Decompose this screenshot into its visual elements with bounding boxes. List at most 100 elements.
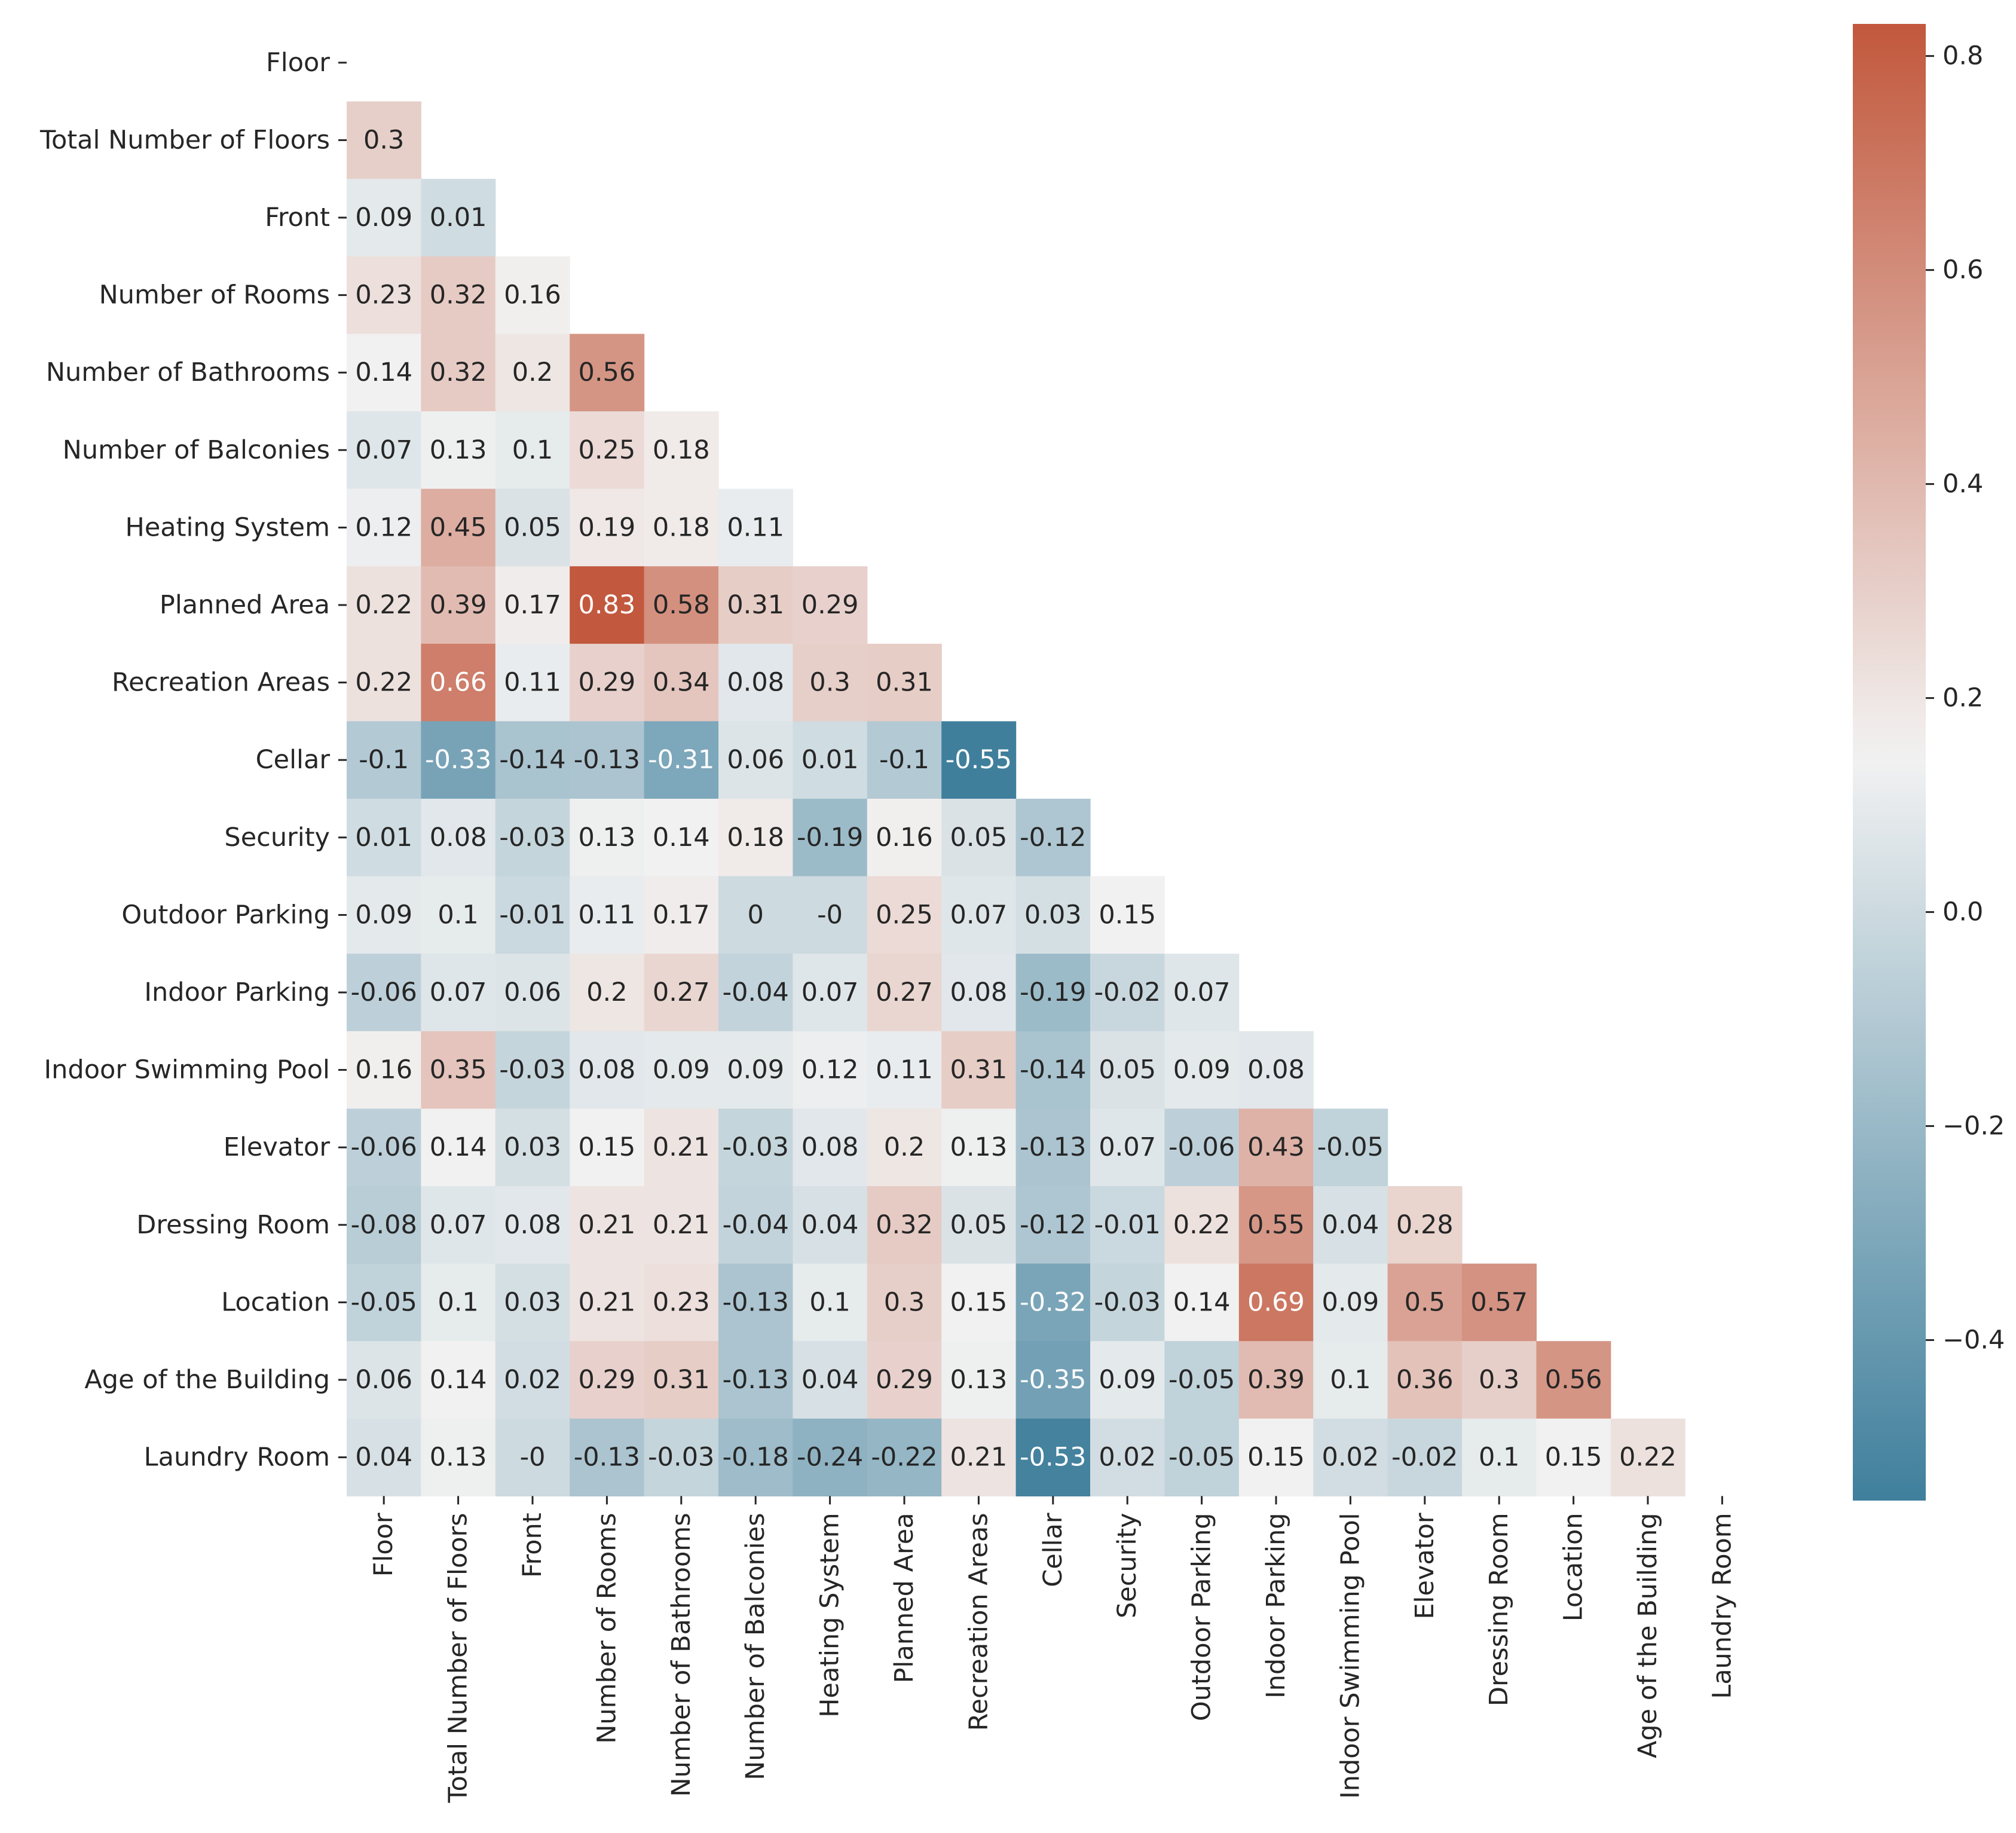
cell-value-label: -0.05 — [1317, 1132, 1384, 1162]
cell-value-label: 0.39 — [1247, 1365, 1305, 1395]
heatmap-cell — [644, 721, 719, 799]
heatmap-cell — [495, 1186, 570, 1264]
heatmap-cell — [644, 1031, 719, 1109]
cell-value-label: 0.18 — [727, 823, 784, 853]
heatmap-cell — [644, 1418, 719, 1496]
cell-value-label: 0.02 — [1099, 1443, 1156, 1472]
heatmap-cell — [347, 1031, 421, 1109]
heatmap-cell — [347, 1186, 421, 1264]
cell-value-label: 0.14 — [355, 358, 412, 387]
y-tick-label: Heating System — [125, 512, 330, 542]
heatmap-cell — [793, 1418, 868, 1496]
cell-value-label: 0.1 — [438, 1287, 478, 1317]
cell-value-label: -0.05 — [1168, 1443, 1235, 1472]
cell-value-label: -0.12 — [1020, 823, 1086, 853]
x-tick-label: Dressing Room — [1484, 1513, 1514, 1706]
cell-value-label: 0.13 — [950, 1365, 1008, 1395]
heatmap-cell — [644, 488, 719, 567]
cell-value-label: -0.19 — [1020, 977, 1086, 1007]
cell-value-label: 0.07 — [430, 977, 487, 1007]
cell-value-label: 0.15 — [950, 1287, 1008, 1317]
cell-value-label: -0.24 — [797, 1443, 863, 1472]
cell-value-label: -0.13 — [574, 745, 640, 775]
heatmap-cell — [421, 954, 496, 1032]
heatmap-cell — [347, 334, 421, 412]
cell-value-label: -0.03 — [1094, 1287, 1161, 1317]
heatmap-cell — [495, 334, 570, 412]
x-tick-label: Front — [518, 1513, 547, 1578]
cell-value-label: 0.07 — [1099, 1132, 1156, 1162]
heatmap-cell — [644, 1263, 719, 1342]
cell-value-label: -0.06 — [351, 1132, 417, 1162]
heatmap-cell — [867, 1031, 942, 1109]
y-tick-label: Dressing Room — [136, 1210, 330, 1240]
cell-value-label: -0.1 — [359, 745, 409, 775]
heatmap-cell — [718, 1108, 793, 1187]
heatmap-cell — [347, 566, 421, 644]
heatmap-cells — [347, 101, 1685, 1496]
cell-value-label: 0.56 — [1545, 1365, 1602, 1395]
cell-value-label: 0.21 — [579, 1210, 636, 1240]
heatmap-cell — [1090, 1263, 1165, 1342]
cell-value-label: 0.14 — [1173, 1287, 1231, 1317]
heatmap-cell — [644, 643, 719, 722]
heatmap-cell — [718, 799, 793, 877]
cell-value-label: 0.66 — [430, 668, 487, 698]
cell-value-label: -0 — [817, 900, 843, 930]
heatmap-cell — [793, 566, 868, 644]
cell-value-label: 0.03 — [504, 1132, 561, 1162]
heatmap-cell — [1313, 1418, 1388, 1496]
heatmap-cell — [793, 721, 868, 799]
heatmap-cell — [644, 1186, 719, 1264]
cell-value-label: 0.08 — [950, 977, 1008, 1007]
heatmap-cell — [570, 1108, 645, 1187]
cell-value-label: 0.29 — [579, 1365, 636, 1395]
heatmap-cell — [1238, 1108, 1314, 1187]
heatmap-cell — [570, 1418, 645, 1496]
heatmap-cell — [1164, 1341, 1240, 1419]
heatmap-cell — [570, 1263, 645, 1342]
heatmap-cell — [1090, 1108, 1165, 1187]
heatmap-cell — [644, 411, 719, 490]
cell-value-label: 0.04 — [801, 1365, 859, 1395]
x-axis-tick-labels: Floor Total Number of Floors Front Number o… — [369, 1496, 1737, 1803]
heatmap-cell — [495, 1031, 570, 1109]
cell-value-label: 0.07 — [430, 1210, 487, 1240]
x-tick-label: Elevator — [1410, 1513, 1440, 1620]
heatmap-cell — [1164, 1263, 1240, 1342]
heatmap-cell — [941, 1108, 1017, 1187]
heatmap-cell — [718, 1341, 793, 1419]
heatmap-cell — [941, 1341, 1017, 1419]
x-tick-label: Number of Rooms — [592, 1513, 622, 1743]
y-tick-label: Location — [221, 1287, 330, 1317]
heatmap-cell — [1238, 1031, 1314, 1109]
cell-value-label: 0.13 — [950, 1132, 1008, 1162]
cell-value-label: 0.25 — [876, 900, 933, 930]
y-tick-label: Laundry Room — [144, 1443, 330, 1472]
cell-value-label: 0.2 — [512, 358, 553, 387]
heatmap-cell — [421, 876, 496, 954]
heatmap-cell — [421, 1341, 496, 1419]
cell-value-label: 0.05 — [504, 512, 561, 542]
heatmap-cell — [1015, 1418, 1091, 1496]
cell-value-label: 0.32 — [876, 1210, 933, 1240]
cell-value-label: 0.07 — [1173, 977, 1231, 1007]
colorbar-tick-label: −0.4 — [1942, 1325, 2005, 1355]
cell-value-label: -0.31 — [648, 745, 714, 775]
cell-value-label: -0.03 — [723, 1132, 789, 1162]
heatmap-cell — [718, 1031, 793, 1109]
cell-value-label: -0.33 — [425, 745, 491, 775]
cell-value-label: 0.32 — [430, 358, 487, 387]
x-tick-label: Indoor Swimming Pool — [1335, 1513, 1365, 1799]
y-tick-label: Indoor Parking — [144, 977, 330, 1007]
cell-value-label: 0.19 — [579, 512, 636, 542]
cell-value-label: -0.18 — [723, 1443, 789, 1472]
heatmap-cell — [1015, 1263, 1091, 1342]
heatmap-cell — [1164, 1108, 1240, 1187]
heatmap-cell — [347, 488, 421, 567]
cell-value-label: -0.03 — [648, 1443, 714, 1472]
cell-value-label: 0.21 — [950, 1443, 1008, 1472]
cell-value-label: -0.02 — [1094, 977, 1161, 1007]
cell-value-label: -0.1 — [879, 745, 929, 775]
cell-value-label: 0.08 — [504, 1210, 561, 1240]
